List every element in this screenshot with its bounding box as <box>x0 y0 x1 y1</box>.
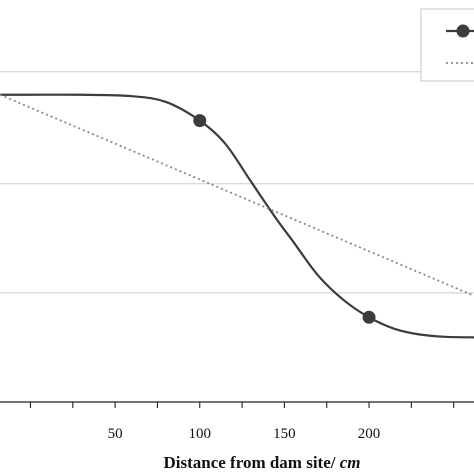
x-tick-label-200: 200 <box>358 426 381 442</box>
legend <box>420 8 474 82</box>
x-tick-label-150: 150 <box>273 426 296 442</box>
x-axis: 50 100 150 200 <box>0 401 474 442</box>
gridlines <box>0 71 474 294</box>
series-0-point-1 <box>362 310 376 324</box>
x-tick-label-100: 100 <box>189 426 212 442</box>
x-tick-label-50: 50 <box>108 426 123 442</box>
series-layer <box>0 93 474 339</box>
legend-box <box>420 8 474 82</box>
x-axis-label: Distance from dam site/ cm <box>163 453 360 472</box>
x-axis-label-text: Distance from dam site/ <box>163 453 335 472</box>
legend-swatch-marker-0 <box>456 24 470 38</box>
series-0-line <box>0 93 474 339</box>
series-0-point-0 <box>193 114 207 128</box>
x-axis-label-unit: cm <box>340 453 361 472</box>
series-1-trend-line <box>0 93 474 297</box>
